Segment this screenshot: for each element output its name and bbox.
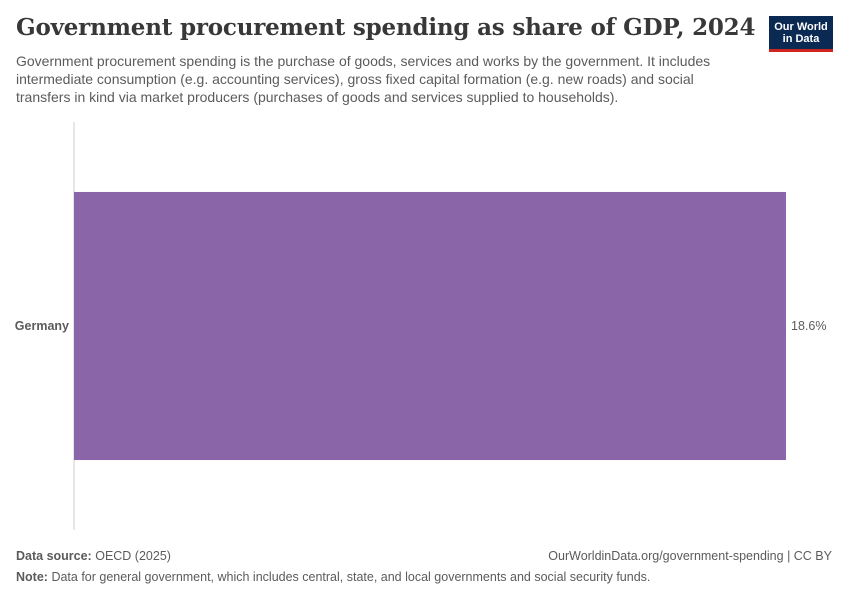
- chart-title: Government procurement spending as share…: [16, 14, 756, 41]
- source-url[interactable]: OurWorldinData.org/government-spending |…: [548, 549, 832, 563]
- value-label: 18.6%: [791, 319, 826, 333]
- note-text: Data for general government, which inclu…: [51, 570, 651, 584]
- owid-logo[interactable]: Our World in Data: [769, 16, 833, 52]
- footer-source-row: Data source: OECD (2025) OurWorldinData.…: [16, 549, 832, 563]
- bar-germany[interactable]: [74, 191, 786, 461]
- chart-subtitle: Government procurement spending is the p…: [16, 53, 711, 105]
- data-source: Data source: OECD (2025): [16, 549, 171, 563]
- logo-line-1: Our World: [774, 21, 828, 33]
- data-source-label: Data source:: [16, 549, 92, 563]
- logo-line-2: in Data: [782, 33, 820, 45]
- note-label: Note:: [16, 570, 48, 584]
- category-label: Germany: [15, 319, 69, 333]
- bar-chart: Germany 18.6%: [15, 122, 826, 530]
- data-source-value[interactable]: OECD (2025): [95, 549, 171, 563]
- footer-note: Note: Data for general government, which…: [16, 570, 832, 584]
